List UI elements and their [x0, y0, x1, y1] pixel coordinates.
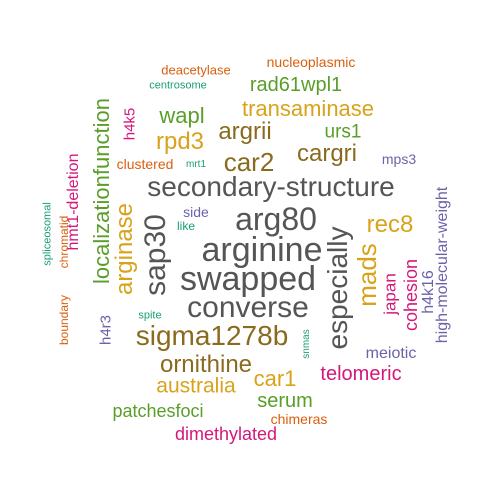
word-rpd3: rpd3 [155, 128, 205, 155]
word-side: side [183, 204, 209, 220]
word-especially: especially [322, 226, 353, 350]
word-h4k16: h4k16 [420, 270, 437, 314]
word-localizationfunction: localizationfunction [89, 98, 114, 284]
word-swapped: swapped [179, 260, 317, 298]
word-argrii: argrii [218, 118, 272, 145]
word-high-molecular-weight: high-molecular-weight [434, 186, 451, 344]
word-h4k5: h4k5 [121, 107, 139, 141]
word-converse: converse [187, 291, 309, 324]
word-arginase: arginase [111, 202, 138, 296]
word-cohesion: cohesion [401, 258, 421, 332]
word-chromatid: chromatid [57, 215, 71, 269]
word-car1: car1 [253, 366, 297, 391]
word-arg80: arg80 [235, 201, 317, 237]
word-chimeras: chimeras [270, 411, 328, 427]
word-arginine: arginine [201, 231, 323, 269]
word-wapl: wapl [159, 103, 205, 128]
word-spliceosomal: spliceosomal [41, 202, 54, 266]
word-meiotic: meiotic [365, 345, 417, 362]
word-snmas: snmas [301, 329, 312, 359]
word-centrosome: centrosome [149, 79, 207, 92]
word-cargri: cargri [296, 140, 358, 167]
word-h4r3: h4r3 [97, 314, 115, 346]
word-car2: car2 [223, 147, 275, 177]
word-rad61wpl1: rad61wpl1 [249, 74, 343, 96]
word-rec8: rec8 [366, 211, 414, 238]
word-mrt1: mrt1 [186, 159, 206, 170]
word-ornithine: ornithine [159, 351, 253, 378]
word-like: like [176, 219, 196, 233]
word-sap30: sap30 [139, 214, 172, 296]
word-mps3: mps3 [381, 151, 417, 167]
word-australia: australia [156, 374, 236, 398]
word-sigma1278b: sigma1278b [135, 320, 289, 351]
word-dimethylated: dimethylated [174, 424, 278, 444]
word-boundary: boundary [57, 294, 71, 346]
word-serum: serum [257, 390, 313, 412]
word-nucleoplasmic: nucleoplasmic [266, 54, 356, 70]
word-secondary-structure: secondary-structure [147, 171, 395, 202]
word-deacetylase: deacetylase [161, 62, 231, 78]
word-patchesfoci: patchesfoci [112, 401, 204, 421]
word-urs1: urs1 [324, 121, 362, 143]
word-clustered: clustered [116, 156, 174, 172]
word-japan: japan [380, 273, 400, 315]
word-telomeric: telomeric [320, 363, 402, 385]
word-transaminase: transaminase [241, 96, 375, 121]
word-spite: spite [138, 309, 162, 322]
word-mads: mads [352, 243, 382, 307]
